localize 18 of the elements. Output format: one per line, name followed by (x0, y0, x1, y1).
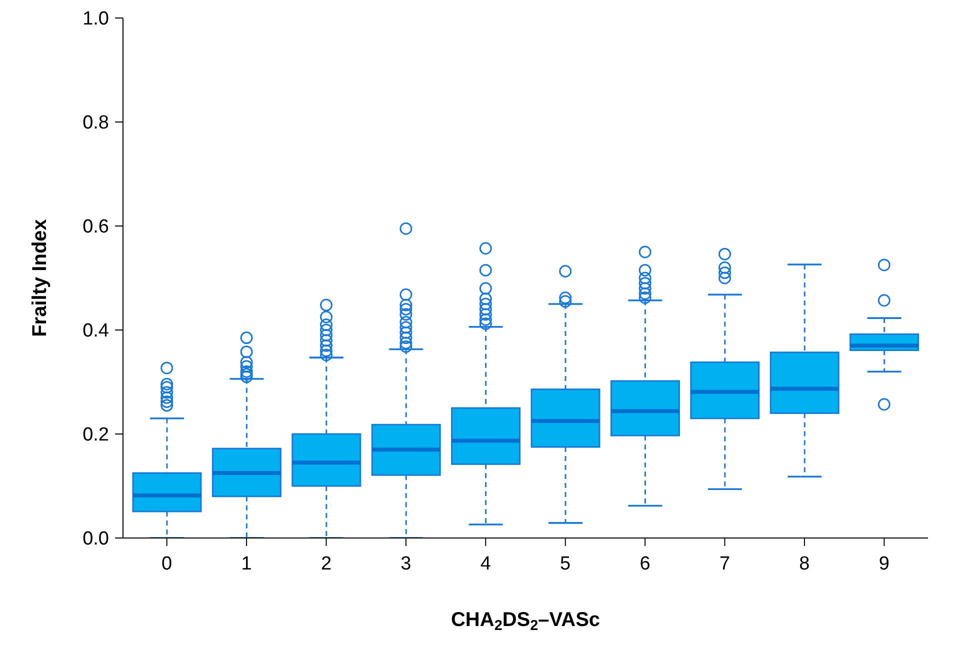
x-tick-label: 9 (878, 553, 890, 574)
x-tick-label: 6 (640, 553, 650, 574)
x-tick-label: 8 (799, 553, 810, 574)
x-tick-label: 3 (400, 553, 412, 574)
y-tick-label: 0.4 (82, 320, 110, 342)
y-tick-label: 0.8 (82, 112, 109, 134)
y-tick-label: 1.0 (82, 8, 109, 30)
x-axis-title: CHA$_{2}$DS$_{2}$–VASc (450, 609, 600, 634)
y-tick-label: 0.0 (82, 528, 109, 550)
x-tick-label: 1 (241, 553, 252, 574)
x-tick-label: 0 (162, 553, 172, 574)
y-axis-title: Frailty Index (29, 219, 51, 337)
x-tick-label: 5 (560, 553, 571, 574)
x-tick-label: 4 (480, 553, 492, 574)
x-tick-label: 7 (719, 553, 730, 574)
x-tick-label: 2 (320, 553, 332, 574)
y-tick-label: 0.6 (82, 216, 109, 238)
y-tick-label: 0.2 (82, 424, 109, 446)
